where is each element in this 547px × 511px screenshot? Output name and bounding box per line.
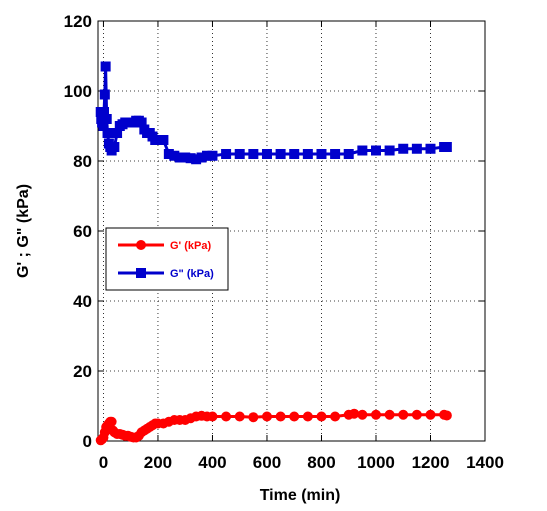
data-point [289,149,300,159]
data-point [185,153,196,164]
x-tick-label: 1000 [357,453,395,472]
x-tick-label: 400 [198,453,226,472]
tick-labels: 0 200 400 600 800 1000 1200 1400 0 20 40 60 80 100 120 [64,12,504,472]
data-point [441,142,452,152]
data-point [343,149,354,159]
data-point [98,121,109,131]
data-point [370,409,381,420]
data-point [275,411,286,422]
data-point [316,149,327,159]
y-tick-label: 0 [83,432,92,451]
data-point [169,150,180,161]
data-point [180,152,191,163]
data-point [275,149,286,159]
data-point [289,411,300,422]
data-point [207,150,218,161]
data-point [102,128,113,138]
data-point [234,149,245,159]
data-point [357,145,368,156]
x-tick-label: 1200 [412,453,450,472]
data-point [109,142,120,152]
data-point [112,128,123,138]
data-point [316,411,327,422]
legend-box [105,227,229,291]
data-point [302,411,313,422]
x-tick-label: 1400 [466,453,504,472]
data-point [99,89,110,100]
data-point [100,61,111,72]
data-point [425,143,436,154]
x-tick-label: 200 [144,453,172,472]
y-axis-title: G' ; G" (kPa) [15,184,32,278]
series-line [99,65,447,161]
x-axis-title: Time (min) [260,487,341,504]
series-layer [95,61,452,446]
series-0 [95,408,452,446]
data-point [221,411,232,422]
data-point [106,416,117,427]
y-tick-label: 100 [64,82,92,101]
x-tick-label: 600 [253,453,281,472]
data-point [221,149,232,159]
y-tick-label: 80 [73,152,92,171]
data-point [248,412,259,423]
data-point [234,411,245,422]
data-point [152,135,163,145]
data-point [398,143,409,154]
data-point [302,149,313,159]
y-tick-label: 60 [73,222,92,241]
legend-label-g-prime: G' (kPa) [170,240,211,252]
data-point [98,107,109,117]
data-point [191,154,202,165]
legend: G' (kPa) G" (kPa) [105,227,229,291]
data-point [202,150,213,161]
data-point [207,411,218,422]
data-point [261,149,272,159]
data-point [163,149,174,159]
y-tick-label: 20 [73,362,92,381]
data-point [158,135,169,145]
data-point [174,152,185,163]
data-point [411,143,422,154]
x-tick-label: 800 [307,453,335,472]
legend-marker-g-double-prime [136,268,146,278]
data-point [384,409,395,420]
data-point [411,409,422,420]
data-point [261,411,272,422]
y-tick-label: 40 [73,292,92,311]
data-point [398,409,409,420]
data-point [384,145,395,156]
data-point [349,408,360,419]
data-point [330,149,341,159]
data-point [370,145,381,156]
data-point [248,149,259,159]
data-point [441,410,452,421]
data-point [330,411,341,422]
axis-ticks [98,20,486,442]
legend-label-g-double-prime: G" (kPa) [170,268,214,280]
data-point [196,152,207,163]
y-tick-label: 120 [64,12,92,31]
data-point [357,409,368,420]
series-1 [95,61,452,165]
data-point [101,114,112,124]
data-point [425,409,436,420]
x-tick-label: 0 [99,453,108,472]
legend-marker-g-prime [136,240,146,250]
data-point [136,117,147,128]
